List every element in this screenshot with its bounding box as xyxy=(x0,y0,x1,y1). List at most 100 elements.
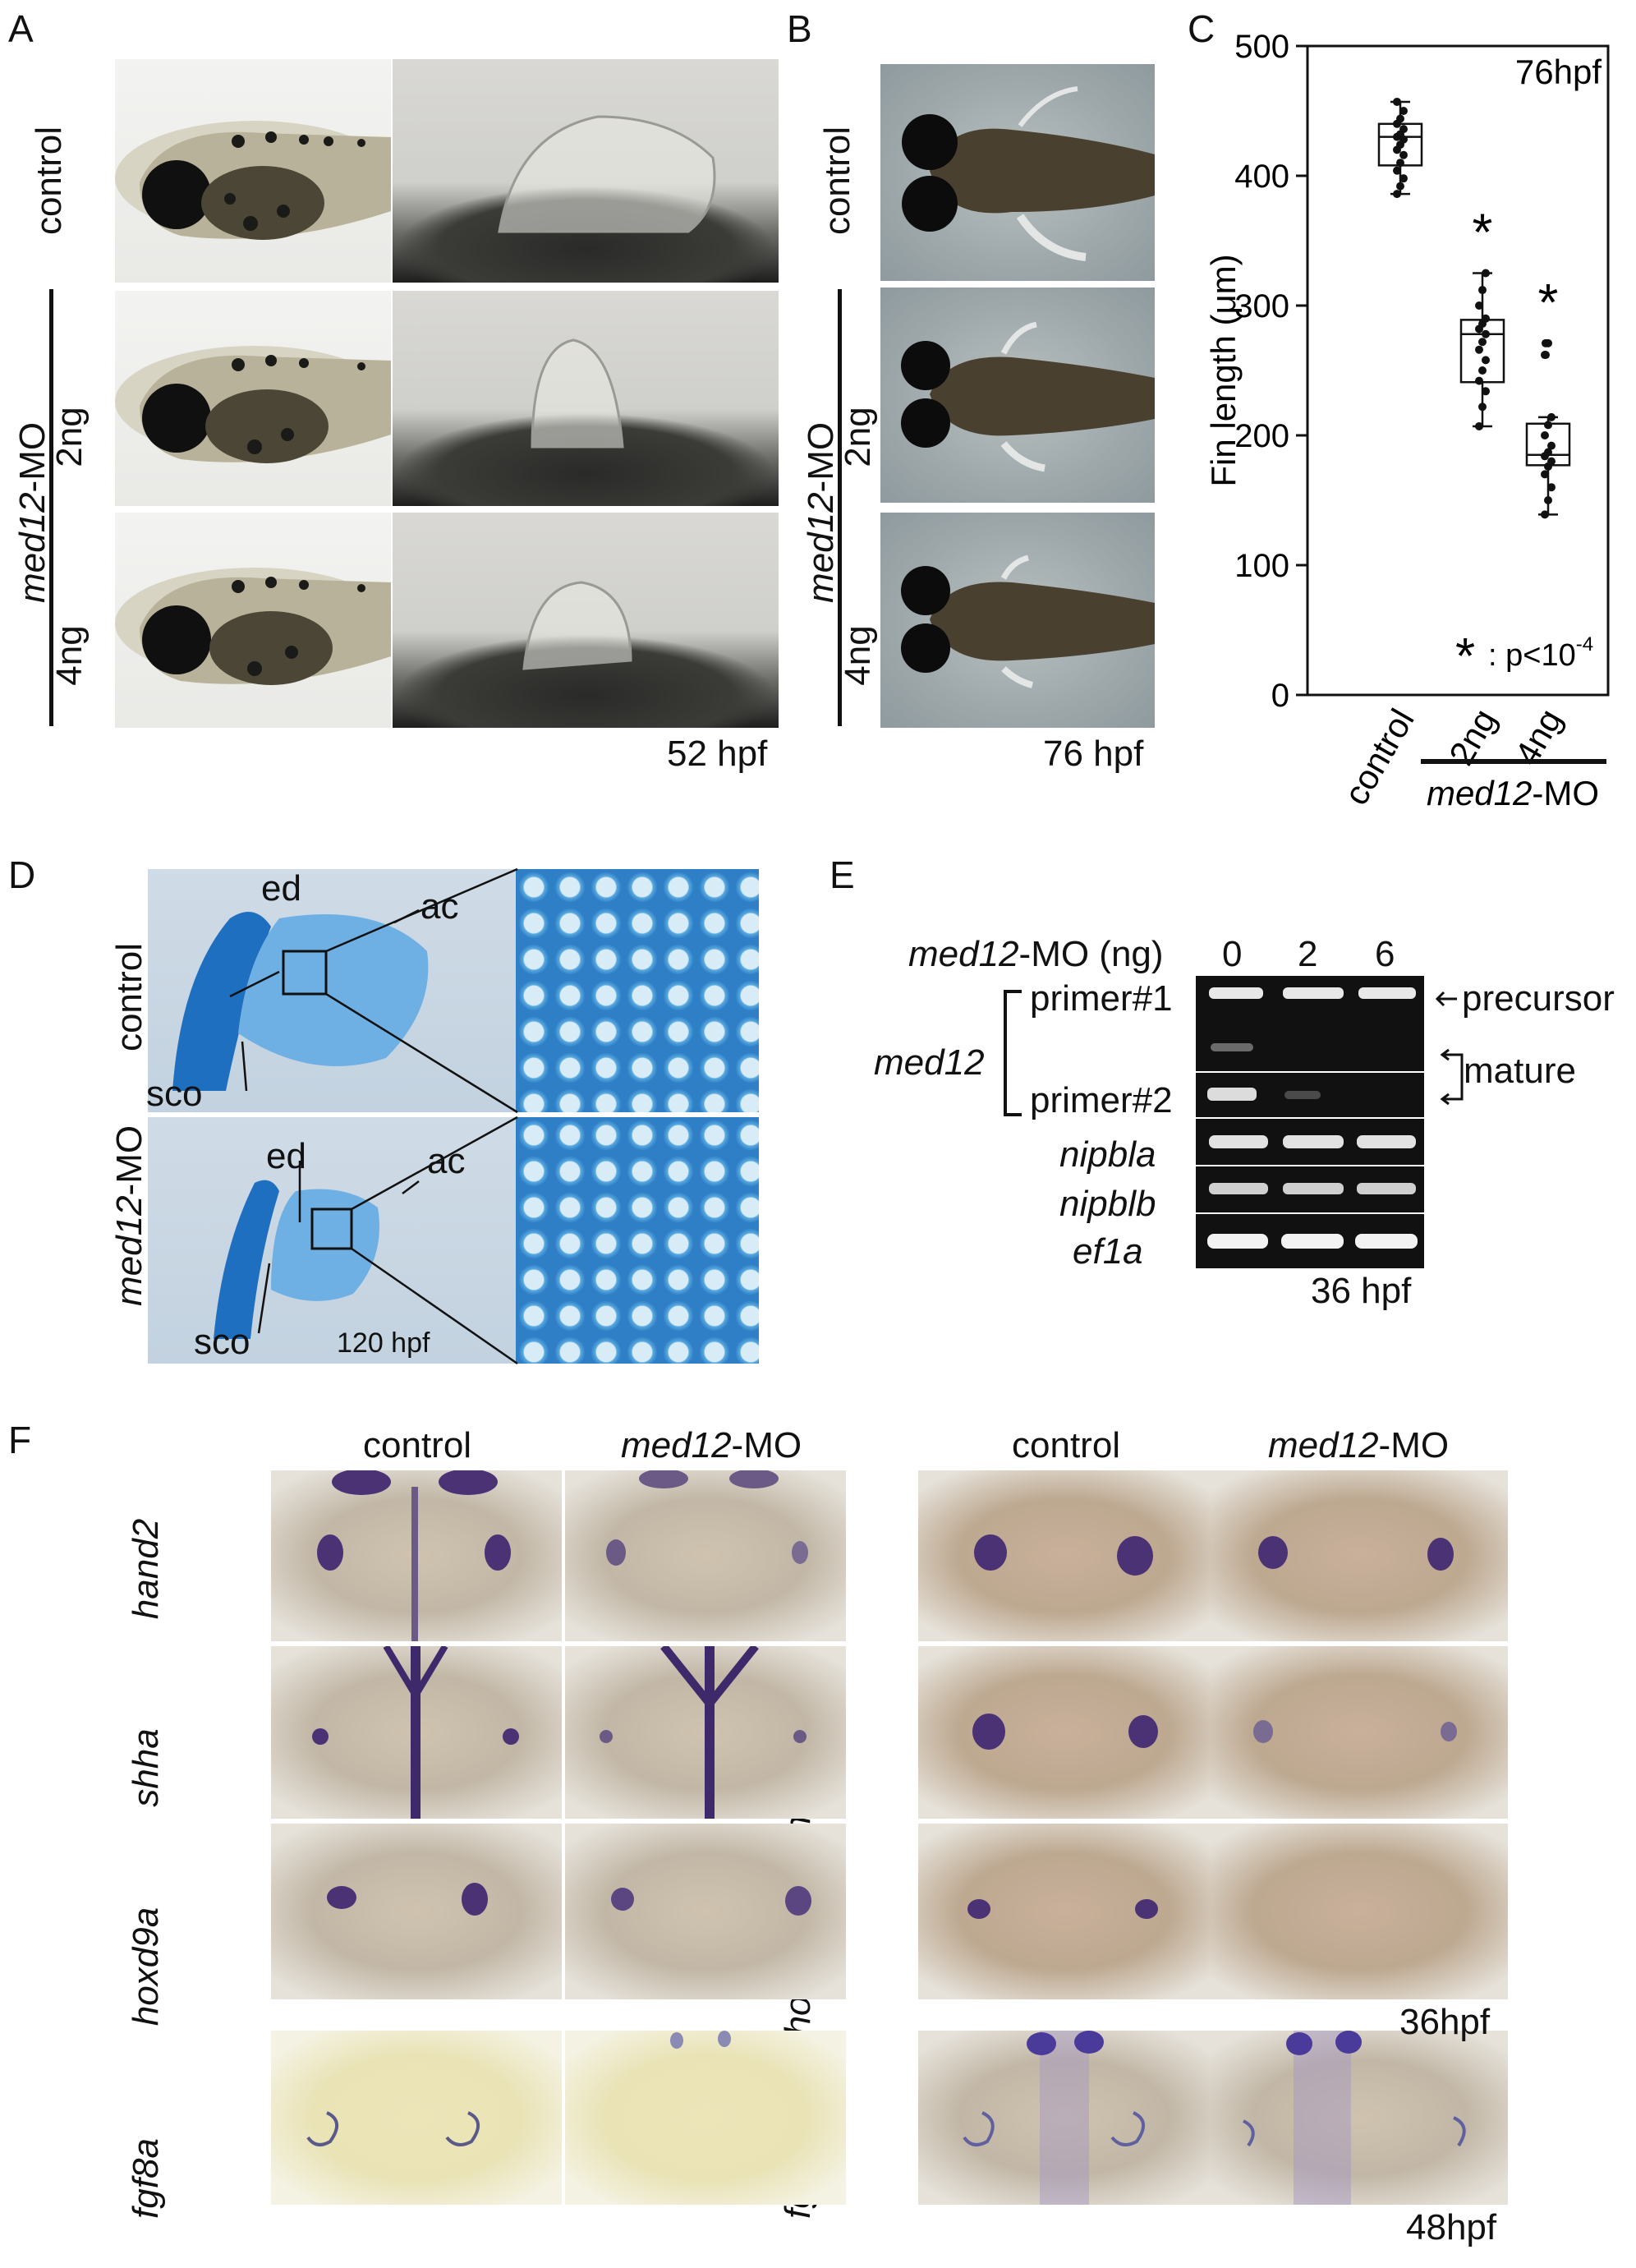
data-point xyxy=(1544,448,1552,457)
gene-nipbla: nipbla xyxy=(1059,1134,1156,1175)
time-label-d: 120 hpf xyxy=(337,1327,430,1359)
gel-primer-2 xyxy=(1196,1073,1424,1117)
data-point xyxy=(1482,314,1490,323)
svg-text:: p<10-4: : p<10-4 xyxy=(1488,633,1593,673)
alcian-photo-control xyxy=(148,869,516,1112)
data-point xyxy=(1475,301,1483,310)
gene-label-hoxd9a: hoxd9a xyxy=(126,1907,166,2026)
ish-shha-mo xyxy=(565,1646,846,1819)
data-point xyxy=(1399,107,1408,115)
col-header-mo-right: med12-MO xyxy=(1268,1425,1450,1465)
data-point xyxy=(1475,345,1483,354)
group-label-c: med12-MO xyxy=(1427,774,1599,812)
panel-letter-b: B xyxy=(787,7,812,50)
gene-label-fgf8a: fgf8a xyxy=(126,2138,166,2219)
data-point xyxy=(1396,114,1404,123)
col-header-control-left: control xyxy=(363,1425,472,1465)
ish-hoxd13a-control xyxy=(918,1824,1211,1999)
label-ed-mo: ed xyxy=(266,1136,306,1176)
ish-fgf8a-control xyxy=(271,2031,562,2205)
gel-primer-1 xyxy=(1196,976,1424,1071)
time-label-a: 52 hpf xyxy=(667,734,768,774)
dorsal-photo-2ng xyxy=(880,288,1155,503)
data-point xyxy=(1475,421,1483,430)
larva-photo-control xyxy=(115,59,391,283)
y-tick-label: 200 xyxy=(1234,418,1289,454)
data-point xyxy=(1482,387,1490,396)
data-point xyxy=(1475,376,1483,385)
chart-time-label: 76hpf xyxy=(1515,53,1602,91)
panel-letter-d: D xyxy=(8,853,36,896)
panel-letter-f: F xyxy=(8,1419,32,1461)
data-point xyxy=(1541,431,1549,439)
data-point xyxy=(1396,182,1404,191)
y-tick-label: 300 xyxy=(1234,288,1289,324)
precursor-label: precursor xyxy=(1462,978,1615,1019)
cell-zoom-mo xyxy=(516,1117,759,1364)
ish-hoxd11a-control xyxy=(918,1646,1211,1819)
gene-med12: med12 xyxy=(874,1042,985,1083)
ish-fgf16-mo xyxy=(1211,2031,1508,2205)
label-ed-control: ed xyxy=(261,868,301,909)
panel-letter-c: C xyxy=(1188,7,1216,50)
gene-ef1a: ef1a xyxy=(1073,1231,1143,1272)
significance-star: * xyxy=(1473,203,1493,262)
row-label-control: control xyxy=(29,126,69,236)
group-bracket-a xyxy=(49,289,53,726)
x-tick-label: control xyxy=(1336,702,1422,812)
plot-frame xyxy=(1306,44,1610,697)
time-label-36hpf: 36hpf xyxy=(1399,2002,1491,2042)
larva-photo-2ng xyxy=(115,291,391,506)
group-bracket-b xyxy=(838,289,842,726)
fin-photo-4ng xyxy=(393,513,779,728)
data-point xyxy=(1482,329,1490,338)
dose-6: 6 xyxy=(1375,934,1395,974)
y-axis-label: Fin length (μm) xyxy=(1204,254,1243,486)
gene-label-hand2: hand2 xyxy=(126,1518,166,1620)
panel-letter-a: A xyxy=(8,7,34,50)
panel-letter-e: E xyxy=(829,853,855,896)
dose-2: 2 xyxy=(1298,934,1318,974)
data-point xyxy=(1393,97,1401,106)
group-underline-c xyxy=(1421,759,1606,764)
ish-hoxd10a-control xyxy=(918,1470,1211,1641)
annotation-arrows xyxy=(1435,991,1464,1106)
y-tick-label: 400 xyxy=(1234,159,1289,195)
data-point xyxy=(1399,125,1408,134)
y-tick-label: 500 xyxy=(1234,29,1289,65)
dose-0: 0 xyxy=(1222,934,1243,974)
primer-bracket xyxy=(1004,990,1022,1116)
row-label-4ng-b: 4ng xyxy=(838,625,878,686)
data-point xyxy=(1478,286,1487,295)
cell-zoom-control xyxy=(516,869,759,1112)
data-point xyxy=(1547,412,1556,421)
ish-fgf16-control xyxy=(918,2031,1211,2205)
time-label-b: 76 hpf xyxy=(1043,734,1144,774)
group-label-a: med12-MO xyxy=(12,421,53,603)
legend-star: * xyxy=(1455,628,1475,685)
gel-nipbla xyxy=(1196,1119,1424,1165)
ish-hoxd9a-control xyxy=(271,1824,562,1999)
data-point xyxy=(1478,403,1487,412)
data-point xyxy=(1393,166,1401,175)
data-point xyxy=(1544,496,1552,504)
data-point xyxy=(1541,351,1549,360)
data-point xyxy=(1544,338,1552,347)
fin-photo-control xyxy=(393,59,779,283)
gene-nipblb: nipblb xyxy=(1059,1184,1156,1224)
primer-2-label: primer#2 xyxy=(1030,1080,1173,1120)
group-label-b: med12-MO xyxy=(801,421,841,603)
data-point xyxy=(1478,366,1487,375)
larva-photo-4ng xyxy=(115,513,391,728)
data-point xyxy=(1478,338,1487,347)
col-header-control-right: control xyxy=(1012,1425,1121,1465)
data-point xyxy=(1544,421,1552,430)
data-point xyxy=(1547,483,1556,492)
ish-hand2-control xyxy=(271,1470,562,1641)
row-label-control-b: control xyxy=(817,126,857,236)
data-point xyxy=(1393,190,1401,199)
gel-nipblb xyxy=(1196,1166,1424,1212)
y-tick-label: 100 xyxy=(1234,548,1289,584)
row-label-4ng: 4ng xyxy=(49,625,90,686)
mature-label: mature xyxy=(1464,1051,1576,1091)
